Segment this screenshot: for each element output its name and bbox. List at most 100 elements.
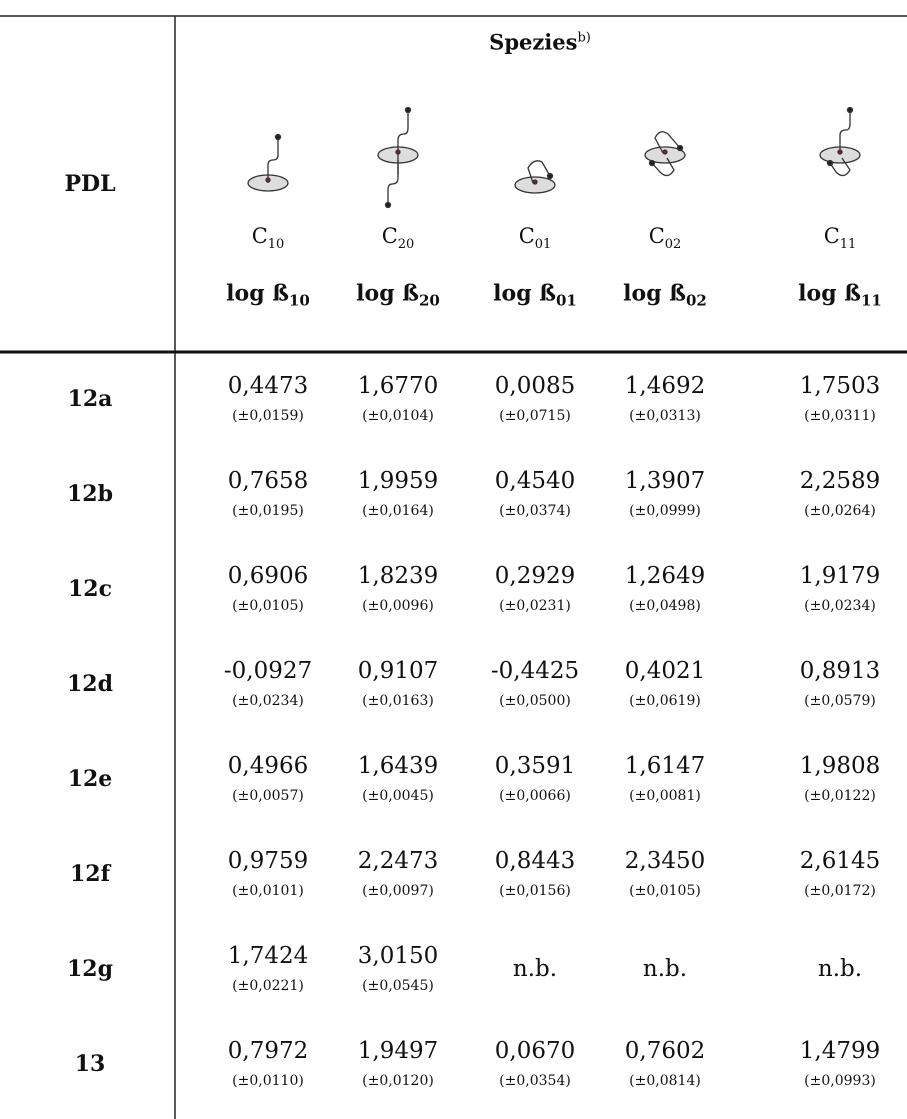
icon-c20: [377, 106, 419, 209]
cell-value: 0,2929: [494, 563, 576, 589]
cell-error: (±0,0234): [804, 598, 876, 614]
symbol: C: [251, 223, 268, 248]
cell-value: 1,9497: [357, 1038, 439, 1064]
cell-value: 2,3450: [624, 848, 706, 874]
symbol: C: [381, 223, 398, 248]
cell-value: 1,8239: [357, 563, 439, 589]
constant-index: 10: [288, 291, 310, 310]
constant-label: log ß01: [493, 280, 577, 309]
cell-error: (±0,0172): [804, 883, 876, 899]
cell-value: 0,0085: [494, 373, 576, 399]
cell-value: -0,0927: [223, 658, 313, 684]
symbol-index: 10: [267, 237, 285, 253]
cell-value: 3,0150: [357, 943, 439, 969]
cell-value: 0,0670: [494, 1038, 576, 1064]
cell-error: (±0,0110): [232, 1073, 304, 1089]
cell-error: (±0,0715): [499, 408, 571, 424]
row-label-header: PDL: [64, 171, 116, 197]
symbol-index: 01: [534, 237, 552, 253]
cell-error: (±0,0105): [629, 883, 701, 899]
symbol: C: [648, 223, 665, 248]
species-symbol: C02: [649, 224, 682, 252]
cell-error: (±0,0120): [362, 1073, 434, 1089]
constant-index: 02: [685, 291, 707, 310]
species-icons: [247, 106, 861, 209]
cell-error: (±0,0081): [629, 788, 701, 804]
icon-c02: [644, 131, 686, 177]
cell-value: 1,3907: [624, 468, 706, 494]
constant: log ß: [226, 280, 289, 307]
row-label: 13: [74, 1051, 106, 1077]
cell-value: 0,7602: [624, 1038, 706, 1064]
cell-value: 0,4540: [494, 468, 576, 494]
cell-value: 1,7424: [227, 943, 309, 969]
cell-value: 1,4692: [624, 373, 706, 399]
row-label: 12g: [67, 956, 113, 982]
cell-value: 0,6906: [227, 563, 309, 589]
cell-error: (±0,0545): [362, 978, 434, 994]
cell-value: -0,4425: [490, 658, 580, 684]
row-label: 12a: [67, 386, 113, 412]
cell-value: 1,7503: [799, 373, 881, 399]
constant: log ß: [798, 280, 861, 307]
cell-error: (±0,0498): [629, 598, 701, 614]
cell-error: (±0,0105): [232, 598, 304, 614]
group-note: b): [577, 30, 591, 46]
row-label: 12b: [67, 481, 113, 507]
cell-error: (±0,0057): [232, 788, 304, 804]
species-symbol: C10: [252, 224, 285, 252]
cell-error: (±0,0096): [362, 598, 434, 614]
cell-value: 1,4799: [799, 1038, 881, 1064]
symbol-index: 11: [839, 237, 857, 253]
cell-value: 0,7658: [227, 468, 309, 494]
cell-error: (±0,0164): [362, 503, 434, 519]
cell-value: 1,2649: [624, 563, 706, 589]
constant: log ß: [493, 280, 556, 307]
cell-error: (±0,0159): [232, 408, 304, 424]
cell-value: 0,8443: [494, 848, 576, 874]
constant-label: log ß11: [798, 280, 882, 309]
cell-error: (±0,0999): [629, 503, 701, 519]
symbol-index: 02: [664, 237, 682, 253]
cell-value: 0,3591: [494, 753, 576, 779]
group-name: Spezies: [489, 29, 578, 55]
symbol: C: [518, 223, 535, 248]
cell-error: (±0,0231): [499, 598, 571, 614]
cell-value: 1,9959: [357, 468, 439, 494]
cell-error: (±0,0045): [362, 788, 434, 804]
constant-index: 11: [860, 291, 882, 310]
species-symbol: C01: [519, 224, 552, 252]
row-label: 12c: [67, 576, 113, 602]
cell-error: (±0,0195): [232, 503, 304, 519]
cell-error: (±0,0104): [362, 408, 434, 424]
species-symbol: C11: [824, 224, 857, 252]
row-label: 12d: [67, 671, 113, 697]
constant-label: log ß10: [226, 280, 310, 309]
icon-c10: [247, 133, 289, 192]
cell-error: (±0,0097): [362, 883, 434, 899]
cell-value: 0,9759: [227, 848, 309, 874]
cell-error: (±0,0163): [362, 693, 434, 709]
cell-error: (±0,0354): [499, 1073, 571, 1089]
cell-value: 0,7972: [227, 1038, 309, 1064]
cell-error: (±0,0313): [629, 408, 701, 424]
cell-error: (±0,0374): [499, 503, 571, 519]
cell-value: n.b.: [642, 956, 688, 982]
cell-value: n.b.: [512, 956, 558, 982]
cell-value: 2,2589: [799, 468, 881, 494]
row-label: 12e: [67, 766, 113, 792]
cell-error: (±0,0122): [804, 788, 876, 804]
cell-error: (±0,0311): [804, 408, 876, 424]
cell-error: (±0,0156): [499, 883, 571, 899]
cell-error: (±0,0234): [232, 693, 304, 709]
cell-error: (±0,0993): [804, 1073, 876, 1089]
constant: log ß: [356, 280, 419, 307]
cell-error: (±0,0101): [232, 883, 304, 899]
cell-value: 0,4966: [227, 753, 309, 779]
cell-error: (±0,0500): [499, 693, 571, 709]
constant-label: log ß20: [356, 280, 440, 309]
cell-error: (±0,0264): [804, 503, 876, 519]
row-label: 12f: [69, 861, 111, 887]
